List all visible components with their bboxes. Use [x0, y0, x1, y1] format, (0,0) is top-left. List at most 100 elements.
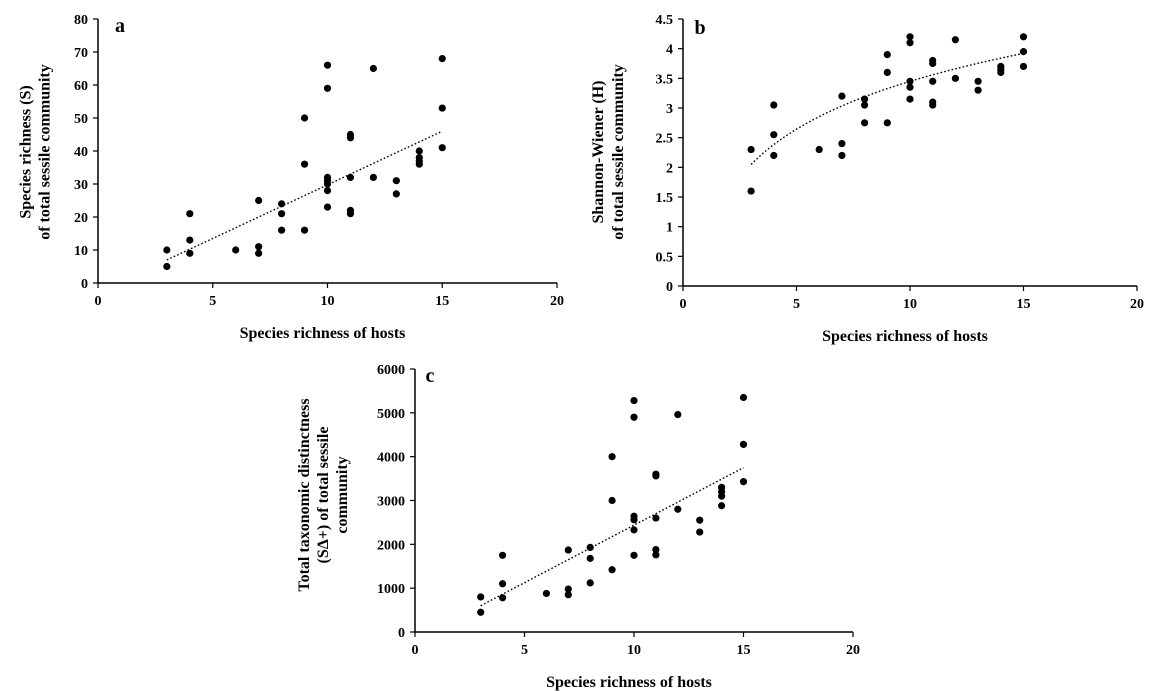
- y-axis-label-line: community: [334, 456, 351, 533]
- data-point: [1019, 62, 1028, 71]
- y-tick-label: 30: [74, 178, 88, 193]
- data-point: [278, 226, 286, 234]
- x-tick-label: 0: [412, 643, 419, 658]
- data-point: [300, 226, 309, 234]
- data-point: [586, 543, 594, 552]
- x-tick-label: 0: [680, 297, 687, 312]
- data-point: [630, 526, 638, 534]
- y-tick-label: 10: [74, 244, 88, 259]
- data-point: [1019, 33, 1028, 41]
- y-tick-label: 70: [74, 46, 88, 61]
- data-point: [255, 243, 263, 251]
- data-point: [477, 593, 485, 601]
- y-tick-label: 50: [74, 112, 88, 127]
- y-tick-label: 3: [666, 102, 673, 117]
- data-point: [770, 151, 778, 160]
- x-tick-label: 10: [321, 294, 335, 309]
- y-tick-label: 1: [666, 221, 673, 236]
- data-point: [951, 74, 960, 82]
- data-point: [369, 173, 377, 181]
- data-point: [838, 151, 846, 160]
- data-point: [652, 514, 660, 522]
- data-point: [323, 203, 332, 211]
- data-point: [929, 98, 937, 106]
- x-axis-label: Species richness of hosts: [822, 328, 988, 345]
- data-point: [770, 101, 778, 109]
- data-point: [323, 173, 332, 181]
- data-point: [951, 36, 960, 44]
- data-point: [906, 77, 914, 85]
- x-tick-label: 5: [793, 297, 800, 312]
- data-point: [608, 496, 616, 505]
- data-point: [861, 101, 869, 109]
- data-point: [906, 33, 914, 41]
- data-point: [564, 585, 572, 593]
- data-point: [415, 154, 423, 162]
- data-point: [929, 56, 937, 65]
- data-point: [883, 68, 891, 76]
- data-point: [739, 393, 748, 402]
- data-point: [630, 551, 638, 559]
- data-point: [564, 591, 572, 599]
- data-point: [652, 470, 660, 478]
- x-tick-label: 15: [435, 294, 449, 309]
- data-point: [586, 554, 594, 562]
- data-point: [499, 551, 507, 559]
- data-point: [438, 104, 446, 112]
- y-tick-label: 0: [666, 280, 673, 295]
- y-tick-label: 0.5: [656, 250, 674, 265]
- data-point: [674, 505, 682, 513]
- data-point: [278, 200, 286, 208]
- data-point: [652, 545, 660, 554]
- data-point: [974, 86, 982, 94]
- data-point: [747, 145, 755, 154]
- y-tick-label: 40: [74, 145, 88, 160]
- x-axis-label: Species richness of hosts: [546, 674, 712, 691]
- data-point: [300, 160, 309, 168]
- y-tick-label: 20: [74, 211, 88, 226]
- data-point: [883, 119, 891, 127]
- data-point: [255, 196, 263, 205]
- data-point: [906, 39, 914, 47]
- data-point: [564, 546, 572, 554]
- data-point: [630, 512, 638, 520]
- data-point: [323, 187, 332, 195]
- data-point: [346, 173, 355, 181]
- x-tick-label: 10: [903, 297, 917, 312]
- y-tick-label: 1000: [377, 582, 405, 597]
- data-point: [477, 608, 485, 616]
- data-point: [369, 64, 377, 73]
- data-point: [392, 177, 400, 185]
- y-axis-label: Shannon-Wiener (H) of total sessile commu…: [590, 64, 627, 240]
- data-point: [739, 478, 748, 486]
- panel-c: 0 5 10 15 20 0 1000 2000 3000 4000 5000 6000 Species…: [296, 363, 860, 691]
- data-point: [630, 396, 638, 405]
- x-tick-label: 15: [737, 643, 751, 658]
- y-tick-label: 3000: [377, 495, 405, 510]
- data-point: [186, 210, 194, 218]
- panel-a: 0 5 10 15 20 0 10 20 30 40 50 60 70 80 Species richnes…: [18, 13, 565, 342]
- y-tick-label: 6000: [377, 363, 405, 378]
- x-tick-label: 20: [1130, 297, 1144, 312]
- data-point: [739, 440, 748, 448]
- data-point: [232, 246, 240, 254]
- x-tick-label: 10: [627, 643, 641, 658]
- y-axis-label-line: Shannon-Wiener (H): [590, 81, 607, 224]
- y-axis-label-line: (SΔ+) of total sessile: [315, 427, 332, 564]
- data-point: [861, 119, 869, 127]
- x-tick-label: 5: [209, 294, 216, 309]
- x-tick-label: 20: [846, 643, 860, 658]
- data-point: [438, 55, 446, 63]
- panel-b: 0 5 10 15 20 0 0.5 1 1.5 2 2.5 3 3.5 4 4.5 Species rich…: [590, 13, 1144, 345]
- data-point: [415, 147, 423, 155]
- x-tick-label: 20: [550, 294, 564, 309]
- data-point: [674, 410, 682, 419]
- data-point: [838, 92, 846, 100]
- y-axis-label: Total taxonomic distinctness (SΔ+) of tot…: [296, 398, 351, 591]
- trendline: [750, 52, 1024, 165]
- data-point: [861, 95, 869, 103]
- data-point: [718, 483, 726, 491]
- data-point: [542, 589, 551, 598]
- data-point: [630, 413, 638, 421]
- y-axis-label-line: of total sessile community: [37, 64, 54, 240]
